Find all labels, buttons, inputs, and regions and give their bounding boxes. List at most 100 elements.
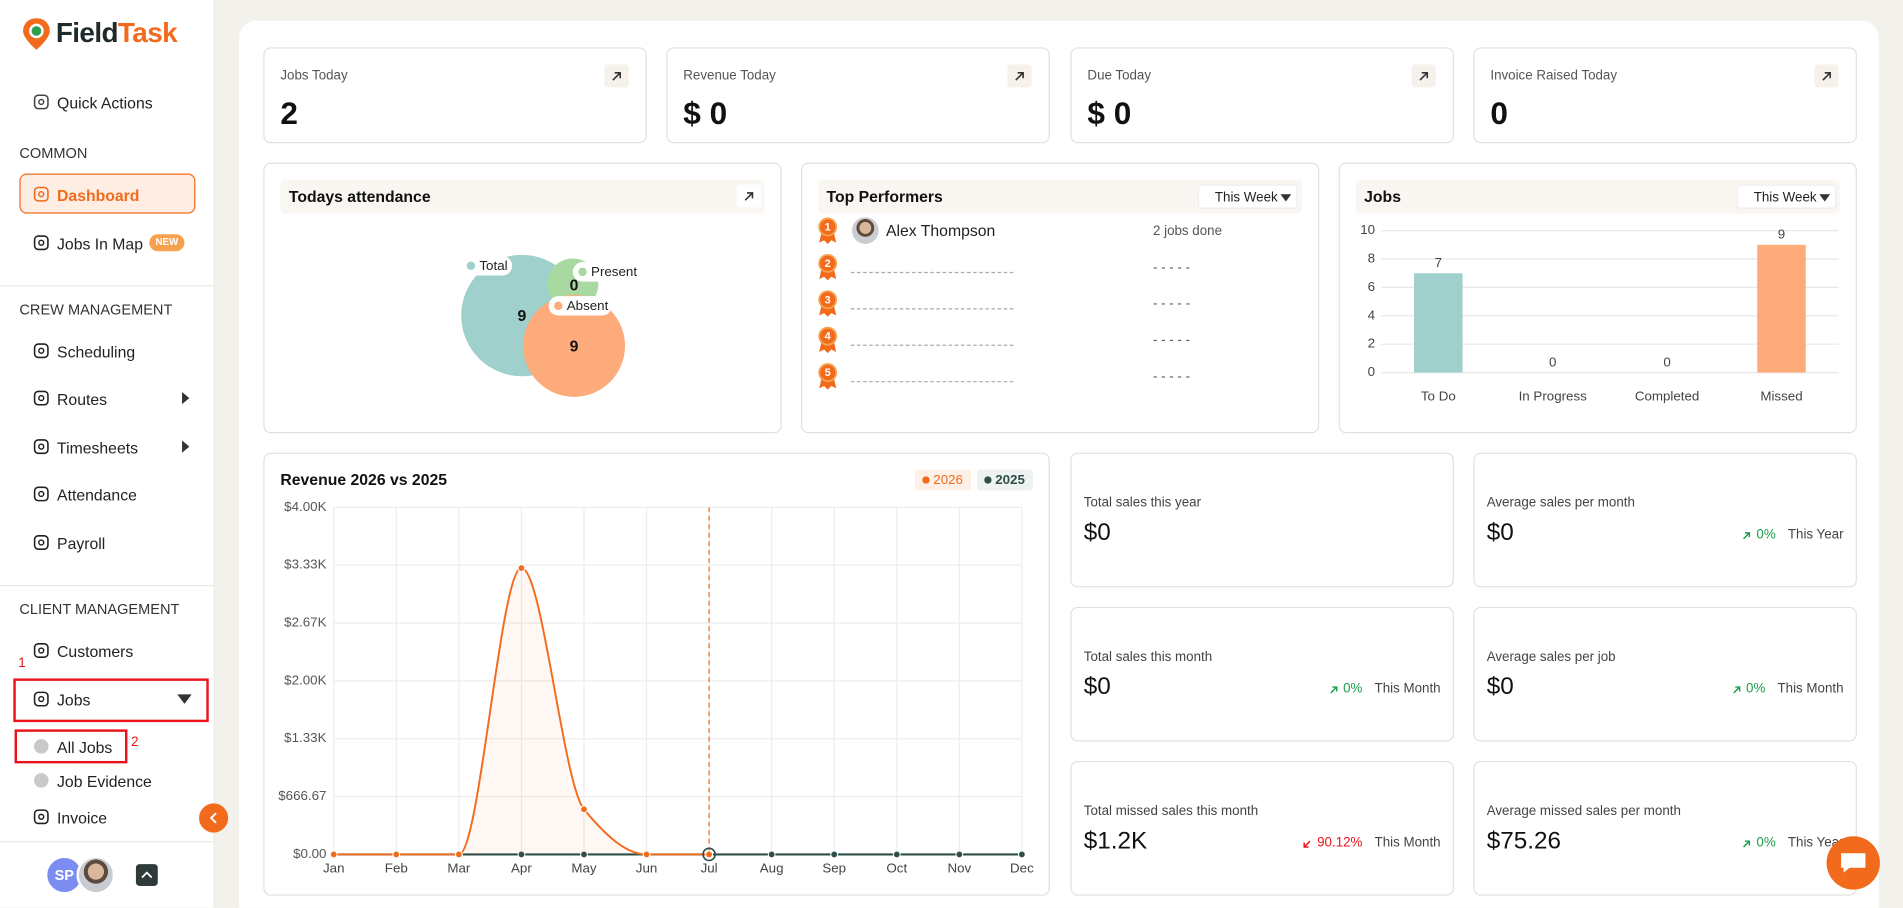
arrow (1822, 71, 1831, 81)
arrow-up-icon (1419, 71, 1429, 81)
nav-item[interactable]: Attendance (57, 486, 137, 505)
nav-item[interactable]: Dashboard (57, 186, 140, 205)
nav-item[interactable]: Payroll (57, 534, 106, 553)
arrow-up-icon (1015, 71, 1024, 81)
sales-label: Average sales per job (1486, 649, 1616, 665)
rank-badge: 3 (818, 290, 838, 317)
period-dropdown[interactable]: This Week (1736, 184, 1837, 209)
section-title: CLIENT MANAGEMENT (19, 600, 180, 618)
icon-shape (33, 643, 49, 658)
sales-value: $0 (1083, 519, 1111, 547)
annotation-label: 2 (131, 734, 139, 750)
sales-change: 0% This Year (1473, 835, 1844, 851)
rank-number: 1 (825, 221, 831, 233)
change-value: 0% (1746, 681, 1766, 697)
icon (33, 809, 49, 825)
user-photo[interactable] (76, 855, 116, 895)
nav-item[interactable]: Customers (57, 642, 134, 661)
performer-jobs: - - - - - (1152, 296, 1191, 312)
widget-title: Todays attendance (288, 187, 431, 206)
arrow (1732, 685, 1740, 693)
icon (33, 643, 49, 658)
nav-subitem[interactable]: Job Evidence (57, 772, 152, 791)
sub-icon (33, 739, 49, 754)
expand-button[interactable] (1007, 64, 1032, 88)
sales-card (1070, 452, 1454, 588)
nav-subitem[interactable]: All Jobs (57, 738, 113, 757)
nav-item[interactable]: Scheduling (57, 342, 136, 362)
expand-button[interactable] (1411, 64, 1436, 88)
icon (33, 439, 49, 455)
rank-number: 3 (825, 294, 831, 306)
arrow-up-icon (612, 71, 621, 81)
nav-item[interactable]: Routes (57, 390, 108, 409)
nav-item[interactable]: Jobs (57, 691, 91, 710)
expand-arrow[interactable] (181, 440, 191, 453)
expand-button[interactable] (1814, 64, 1839, 88)
chevron-path (141, 871, 153, 879)
nav-item[interactable]: Timesheets (57, 438, 139, 457)
nav-item[interactable]: Invoice (57, 808, 108, 828)
icon (33, 343, 49, 359)
sales-value: $0 (1486, 519, 1514, 547)
performer-jobs: 2 jobs done (1152, 223, 1223, 239)
dropdown-text: This Week (1753, 190, 1817, 206)
stat-card (1070, 47, 1454, 144)
rank-badge: 5 (818, 363, 838, 390)
sales-value: $75.26 (1486, 827, 1561, 855)
icon-shape (33, 691, 49, 707)
collapse-arrow[interactable] (177, 694, 192, 704)
expand-arrow[interactable] (181, 392, 191, 405)
nav-item[interactable]: Jobs In Map (57, 234, 144, 254)
icon-shape (33, 235, 49, 251)
placeholder-line (850, 381, 1014, 383)
sales-label: Total sales this year (1083, 495, 1202, 511)
sales-card (1473, 452, 1857, 588)
icon (33, 235, 49, 251)
medal (818, 290, 838, 310)
user-avatar[interactable]: SP (44, 855, 84, 895)
icon (33, 186, 49, 202)
performer-jobs: - - - - - (1152, 260, 1191, 275)
sales-label: Total sales this month (1083, 649, 1213, 665)
triangle (182, 440, 190, 453)
arrow (1015, 71, 1024, 81)
arrow-up-icon (1822, 71, 1831, 81)
expand-button[interactable] (604, 64, 629, 88)
triangle (1280, 194, 1292, 202)
icon-dot (38, 443, 45, 450)
quick-actions[interactable]: Quick Actions (57, 94, 153, 113)
icon-shape (33, 343, 49, 359)
period-dropdown[interactable]: This Week (1197, 184, 1298, 209)
user-menu-button[interactable] (135, 864, 158, 886)
stat-card (1473, 47, 1857, 144)
sales-card (1070, 606, 1454, 742)
icon-dot (38, 695, 45, 703)
icon (33, 390, 49, 406)
arrow-up-icon (744, 191, 754, 201)
placeholder-line (850, 271, 1014, 274)
stat-label: Jobs Today (280, 68, 348, 84)
arrow-up-icon (1743, 839, 1751, 847)
divider (0, 285, 215, 287)
stat-label: Revenue Today (683, 68, 776, 84)
annotation-box (13, 678, 209, 723)
logo-text: FieldTask (56, 18, 178, 47)
performer-jobs: - - - - - (1152, 333, 1191, 348)
icon-shape (33, 535, 49, 550)
widget-title: Jobs (1364, 187, 1401, 206)
collapse-button[interactable] (199, 803, 229, 833)
sales-label: Average sales per month (1486, 495, 1635, 511)
expand-button[interactable] (736, 184, 761, 208)
change-value: 0% (1756, 835, 1776, 851)
icon-dot (38, 813, 45, 820)
dropdown-text: This Week (1214, 190, 1278, 206)
rank-number: 2 (825, 258, 831, 270)
chat-button[interactable] (1826, 836, 1880, 890)
chevron-path (209, 812, 217, 824)
arrow-down-icon (1303, 840, 1311, 848)
section-title: COMMON (19, 144, 88, 162)
sub-icon (33, 773, 49, 788)
logo-icon (23, 18, 50, 50)
icon-shape (33, 94, 49, 110)
